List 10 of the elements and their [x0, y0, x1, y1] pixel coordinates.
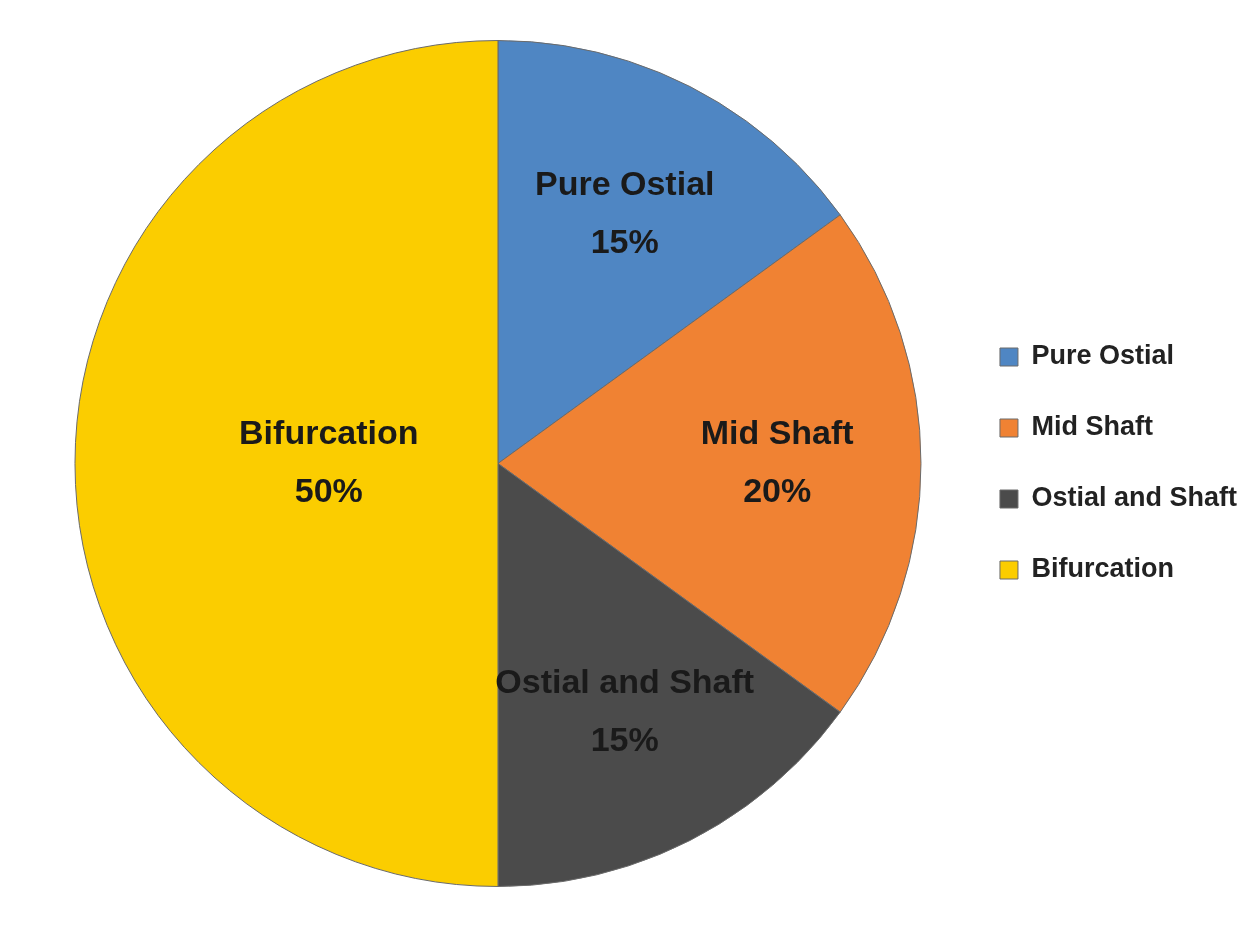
slice-label: Bifurcation — [239, 412, 419, 451]
data-label: 15% — [590, 222, 659, 261]
legend-label: Ostial and Shaft — [1031, 482, 1238, 513]
slice-label: Mid Shaft — [700, 412, 854, 451]
legend-label: Bifurcation — [1031, 553, 1174, 584]
legend-label: Mid Shaft — [1031, 411, 1153, 442]
data-label: 20% — [743, 470, 812, 509]
slice-label: Pure Ostial — [534, 164, 715, 203]
legend-label: Pure Ostial — [1031, 340, 1175, 371]
data-label: 50% — [294, 470, 363, 509]
